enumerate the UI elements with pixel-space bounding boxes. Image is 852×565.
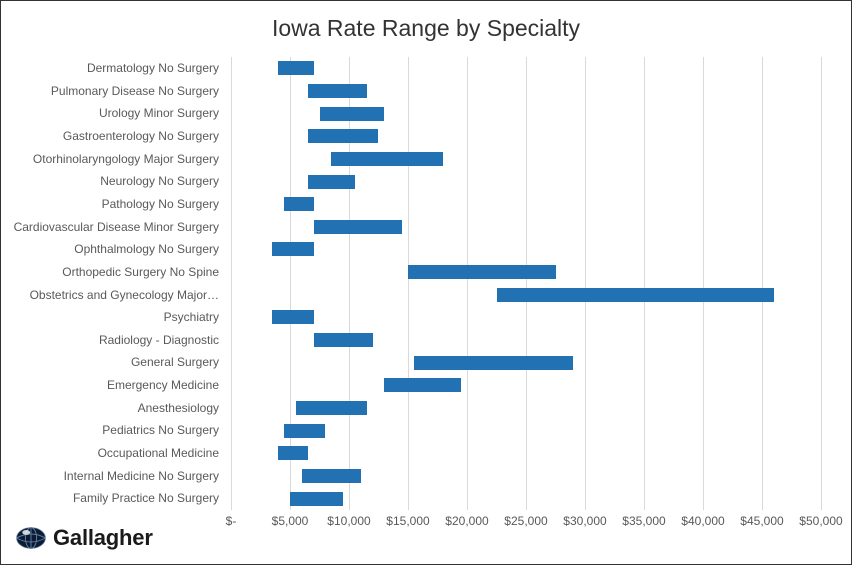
y-category-label: General Surgery [6,351,225,374]
bar-row: Cardiovascular Disease Minor Surgery [231,216,821,239]
y-category-label: Pediatrics No Surgery [6,419,225,442]
range-bar [284,424,325,438]
y-category-label: Urology Minor Surgery [6,102,225,125]
range-bar [278,61,313,75]
bar-row: Pathology No Surgery [231,193,821,216]
bar-row: Occupational Medicine [231,442,821,465]
range-bar [272,310,313,324]
brand-logo: Gallagher [15,522,153,554]
range-bar [284,197,314,211]
y-category-label: Gastroenterology No Surgery [6,125,225,148]
plot-area: Dermatology No SurgeryPulmonary Disease … [231,57,821,510]
range-bar [278,446,308,460]
x-tick-label: $40,000 [681,514,724,528]
y-category-label: Neurology No Surgery [6,170,225,193]
bar-row: Orthopedic Surgery No Spine [231,261,821,284]
range-bar [308,175,355,189]
range-bar [308,84,367,98]
bar-row: Neurology No Surgery [231,170,821,193]
y-category-label: Psychiatry [6,306,225,329]
x-tick-label: $10,000 [327,514,370,528]
x-tick-label: $30,000 [563,514,606,528]
y-category-label: Emergency Medicine [6,374,225,397]
y-category-label: Internal Medicine No Surgery [6,465,225,488]
bar-row: Otorhinolaryngology Major Surgery [231,148,821,171]
y-category-label: Obstetrics and Gynecology Major… [6,284,225,307]
y-category-label: Orthopedic Surgery No Spine [6,261,225,284]
x-tick-label: $15,000 [386,514,429,528]
bar-row: Family Practice No Surgery [231,487,821,510]
y-category-label: Occupational Medicine [6,442,225,465]
range-bar [320,107,385,121]
range-bar [308,129,379,143]
bar-row: Psychiatry [231,306,821,329]
range-bar [314,333,373,347]
range-bar [384,378,461,392]
range-bar [314,220,403,234]
bar-row: Gastroenterology No Surgery [231,125,821,148]
y-category-label: Dermatology No Surgery [6,57,225,80]
bar-row: Radiology - Diagnostic [231,329,821,352]
chart-container: Iowa Rate Range by Specialty Dermatology… [0,0,852,565]
x-tick-label: $25,000 [504,514,547,528]
brand-name: Gallagher [53,525,153,551]
range-bar [414,356,573,370]
chart-title: Iowa Rate Range by Specialty [1,1,851,50]
y-category-label: Otorhinolaryngology Major Surgery [6,148,225,171]
bar-row: Obstetrics and Gynecology Major… [231,284,821,307]
y-category-label: Pulmonary Disease No Surgery [6,80,225,103]
range-bar [302,469,361,483]
y-category-label: Family Practice No Surgery [6,487,225,510]
y-category-label: Radiology - Diagnostic [6,329,225,352]
x-tick-label: $45,000 [740,514,783,528]
range-bar [408,265,556,279]
x-axis: $-$5,000$10,000$15,000$20,000$25,000$30,… [231,510,821,534]
x-tick-label: $- [226,514,237,528]
bar-row: Dermatology No Surgery [231,57,821,80]
y-category-label: Cardiovascular Disease Minor Surgery [6,216,225,239]
y-category-label: Anesthesiology [6,397,225,420]
y-category-label: Ophthalmology No Surgery [6,238,225,261]
x-tick-label: $50,000 [799,514,842,528]
bar-row: Anesthesiology [231,397,821,420]
range-bar [296,401,367,415]
bar-row: Ophthalmology No Surgery [231,238,821,261]
range-bar [331,152,443,166]
x-tick-label: $35,000 [622,514,665,528]
globe-icon [15,522,47,554]
bar-row: Pulmonary Disease No Surgery [231,80,821,103]
bar-row: General Surgery [231,351,821,374]
x-tick-label: $5,000 [272,514,309,528]
range-bar [290,492,343,506]
range-bar [497,288,774,302]
x-tick-label: $20,000 [445,514,488,528]
bar-row: Urology Minor Surgery [231,102,821,125]
range-bar [272,242,313,256]
bar-row: Emergency Medicine [231,374,821,397]
y-category-label: Pathology No Surgery [6,193,225,216]
gridline [821,57,822,510]
bar-row: Internal Medicine No Surgery [231,465,821,488]
bar-row: Pediatrics No Surgery [231,419,821,442]
